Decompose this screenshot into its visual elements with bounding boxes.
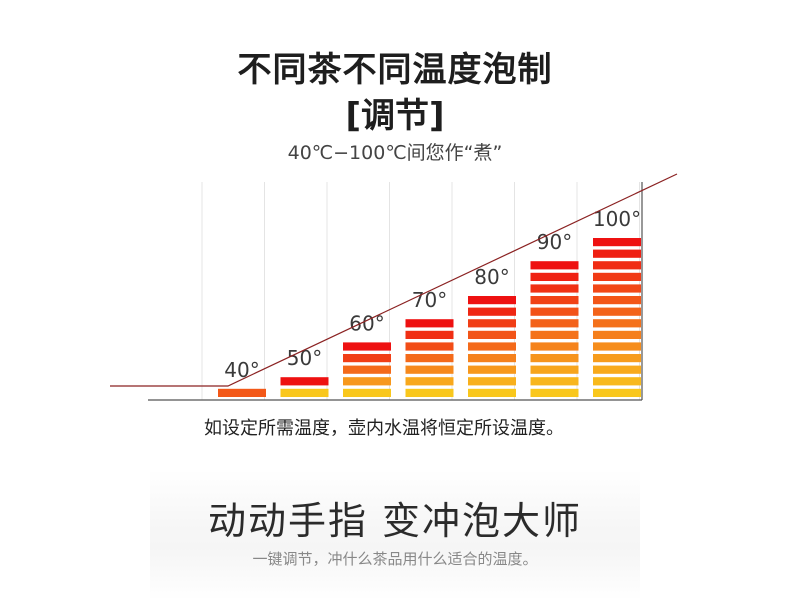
bar-segment — [593, 330, 641, 339]
bar-segment — [405, 377, 454, 386]
bar-segment — [593, 296, 641, 305]
bar-segment — [530, 307, 579, 316]
slogan-subtitle: 一键调节，冲什么茶品用什么适合的温度。 — [252, 550, 538, 568]
bar-segment — [468, 365, 516, 374]
bar-segment — [343, 365, 391, 374]
bar-segment — [593, 307, 641, 316]
bar-segment — [343, 377, 391, 386]
bar-segment — [530, 330, 579, 339]
bar-segment — [468, 319, 516, 328]
bar-segment — [468, 330, 516, 339]
bar-segment — [468, 296, 516, 305]
slogan-panel — [150, 470, 640, 600]
bar-value-label: 70° — [412, 288, 447, 312]
bar-segment — [280, 388, 329, 397]
bar-segment — [530, 272, 579, 281]
bar-segment — [530, 296, 579, 305]
temperature-range-text: 40℃−100℃间您作“煮” — [287, 142, 503, 164]
page-subtitle: [调节] — [345, 96, 445, 136]
bar-segment — [593, 388, 641, 397]
trend-line — [110, 173, 678, 387]
bar-segment — [593, 272, 641, 281]
bar-value-label: 40° — [224, 358, 259, 382]
page-title: 不同茶不同温度泡制 — [237, 50, 553, 90]
bar-segment — [343, 354, 391, 363]
bar-segment — [593, 284, 641, 293]
bar-segment — [218, 388, 266, 397]
bar-segment — [468, 354, 516, 363]
bar-segment — [593, 342, 641, 351]
bar-segment — [593, 354, 641, 363]
bar-segment — [280, 377, 329, 386]
bar-segment — [530, 342, 579, 351]
bar-segment — [530, 377, 579, 386]
bar-segment — [405, 330, 454, 339]
bar-segment — [593, 377, 641, 386]
bar-segment — [593, 249, 641, 258]
bar-segment — [530, 319, 579, 328]
bar-value-label: 80° — [474, 265, 509, 289]
bar-segment — [343, 342, 391, 351]
bar-segment — [530, 261, 579, 270]
slogan-title: 动动手指 变冲泡大师 — [207, 499, 583, 543]
bar-segment — [468, 388, 516, 397]
bar-value-label: 90° — [537, 230, 572, 254]
bar-segment — [530, 284, 579, 293]
bar-segment — [593, 319, 641, 328]
temperature-bar-chart: 40° 50°60°70°80°90°100° — [110, 173, 678, 401]
bar-segment — [468, 307, 516, 316]
bar-segment — [405, 342, 454, 351]
bar-segment — [593, 238, 641, 247]
bar-segment — [405, 388, 454, 397]
bar-segment — [530, 388, 579, 397]
bar-segment — [405, 365, 454, 374]
bar-segment — [343, 388, 391, 397]
bar-value-label: 100° — [593, 207, 641, 231]
bar-segment — [593, 365, 641, 374]
bar-segment — [405, 319, 454, 328]
chart-caption: 如设定所需温度，壶内水温将恒定所设温度。 — [204, 418, 564, 439]
bar-segment — [468, 377, 516, 386]
bar-segment — [530, 365, 579, 374]
bar-segment — [530, 354, 579, 363]
bar-segment — [405, 354, 454, 363]
bar-segment — [468, 342, 516, 351]
bar-segment — [593, 261, 641, 270]
